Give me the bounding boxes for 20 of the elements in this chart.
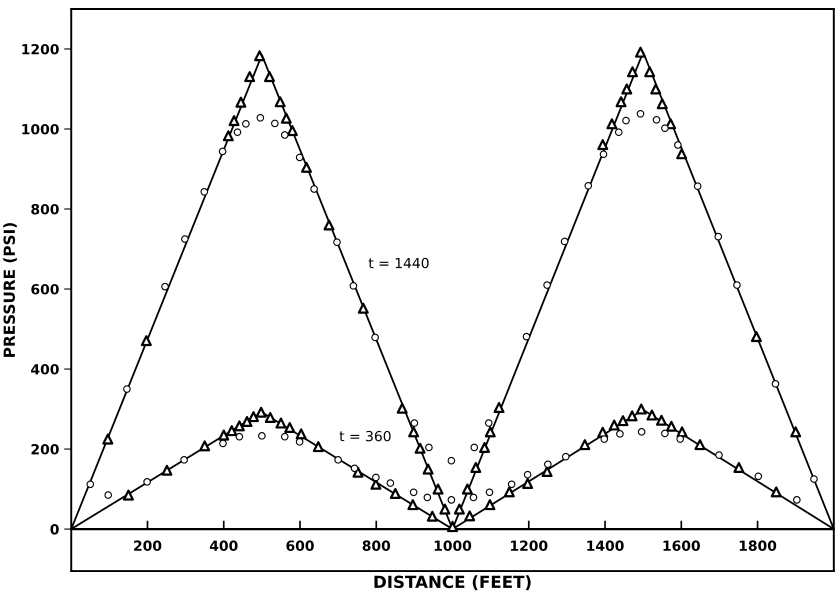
x-tick-label: 600: [286, 540, 314, 551]
y-axis-title: PRESSURE (PSI): [3, 223, 17, 357]
x-tick-label: 800: [362, 540, 390, 551]
x-tick-label: 1400: [587, 540, 624, 551]
series-label: t = 1440: [368, 258, 429, 268]
y-tick-label: 200: [32, 444, 59, 455]
series-label: t = 360: [340, 430, 391, 442]
x-tick-label: 400: [210, 540, 238, 551]
y-tick-label: 400: [31, 364, 59, 375]
x-tick-label: 1800: [740, 540, 776, 551]
y-tick-label: 800: [31, 204, 59, 214]
y-tick-label: 1000: [22, 124, 59, 134]
x-tick-label: 1600: [664, 540, 700, 551]
y-tick-label: 1200: [22, 44, 59, 54]
y-tick-label: 0: [50, 524, 59, 535]
x-tick-label: 200: [134, 540, 162, 551]
x-axis-title: DISTANCE (FEET): [374, 575, 531, 590]
y-tick-label: 600: [31, 284, 59, 295]
x-tick-label: 1200: [511, 540, 548, 551]
x-tick-label: 1000: [434, 540, 472, 551]
